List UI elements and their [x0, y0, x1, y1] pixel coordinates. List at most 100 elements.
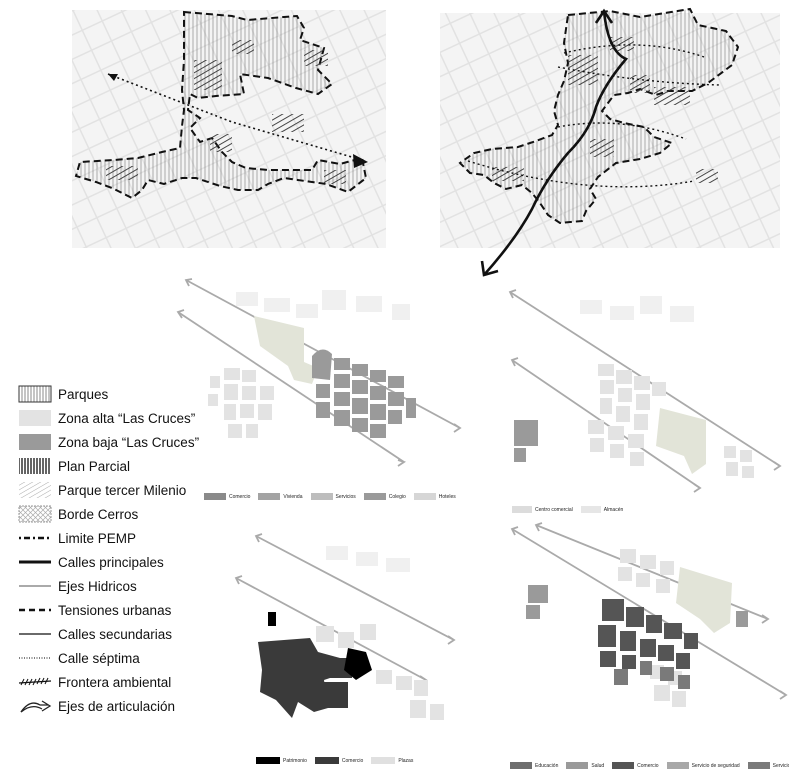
plan-parcial-patch: [590, 139, 614, 157]
plan-parcial-patch: [304, 50, 328, 66]
hydric-axis: [511, 528, 787, 696]
vertical-stripes-box-icon: [18, 385, 52, 403]
legend-label: Plan Parcial: [58, 458, 131, 474]
legend-label: Calle séptima: [58, 650, 140, 666]
legend-label: Plazas: [398, 757, 414, 764]
articulation-axis: [467, 160, 695, 188]
crosshatch-box-icon: [18, 505, 52, 523]
legend-label: Comercio: [637, 762, 659, 769]
heritage-block: [268, 612, 276, 626]
hydric-axis: [255, 535, 455, 641]
hydric-axis: [177, 311, 405, 463]
blocks-dark: [514, 420, 538, 462]
pemp-boundary: [458, 7, 740, 225]
legend-swatch: [256, 757, 280, 764]
main-street-arrowhead: [594, 8, 614, 24]
legend-item: Frontera ambiental: [18, 672, 171, 692]
map-middle-left-legend: Comercio Vivienda Servicios Colegio Hoteles: [204, 493, 464, 500]
legend-label: Hoteles: [438, 493, 456, 500]
legend-item: Parques: [18, 384, 108, 404]
legend-label: Parques: [58, 386, 109, 402]
legend-swatch: [566, 762, 589, 769]
legend-label: Frontera ambiental: [58, 674, 172, 690]
legend-swatch: [512, 506, 532, 513]
blocks-light: [208, 368, 274, 438]
legend-swatch: [510, 762, 532, 769]
legend-label: Centro comercial: [535, 506, 573, 513]
legend-item: Zona baja “Las Cruces”: [18, 432, 199, 452]
plan-parcial-patch: [194, 60, 222, 90]
dotted-dashed-line-icon: [18, 529, 52, 547]
commerce-block: [324, 658, 352, 678]
legend-item: Ejes Hidricos: [18, 576, 137, 596]
legend-label: Comercio: [229, 493, 251, 500]
legend-item: Zona alta “Las Cruces”: [18, 408, 195, 428]
legend-label: Almacén: [603, 506, 624, 513]
legend-item: Calles principales: [18, 552, 164, 572]
plan-parcial-patch: [630, 75, 650, 93]
legend-item: Calles secundarias: [18, 624, 172, 644]
map-top-left: [72, 10, 386, 248]
map-bottom-right-legend: Educación Salud Comercio Servicio de seguri…: [510, 762, 789, 769]
legend-label: Educación: [535, 762, 559, 769]
park-block: [254, 316, 318, 384]
blocks-light: [316, 624, 444, 720]
legend-item: Ejes de articulación: [18, 696, 175, 716]
legend-swatch: [580, 506, 601, 513]
legend-swatch: [258, 493, 281, 500]
legend-swatch: [666, 762, 689, 769]
curved-arrow-icon: [18, 697, 52, 715]
legend-label: Borde Cerros: [58, 506, 139, 522]
legend-label: Zona baja “Las Cruces”: [58, 434, 200, 450]
tension-arrowhead: [108, 74, 118, 81]
map-bottom-left-legend: Patrimonio Comercio Plazas: [256, 757, 421, 764]
legend-swatch: [371, 757, 396, 764]
dark-gray-fill-icon: [18, 433, 52, 451]
legend-label: Vivienda: [283, 493, 303, 500]
legend-swatch: [413, 493, 436, 500]
legend-item: Plan Parcial: [18, 456, 130, 476]
legend-item: Parque tercer Milenio: [18, 480, 186, 500]
legend-label: Servicios: [335, 493, 356, 500]
legend-swatch: [747, 762, 770, 769]
park-block: [676, 567, 732, 633]
light-diagonal-hatch-icon: [18, 481, 52, 499]
map-bottom-right: [510, 522, 788, 707]
main-street-line: [483, 10, 629, 276]
legend-label: Servicio de seguridad: [691, 762, 740, 769]
dense-vertical-hatch-icon: [18, 457, 52, 475]
map-bottom-left: [234, 533, 456, 720]
legend-item: Tensiones urbanas: [18, 600, 171, 620]
legend-item: Calle séptima: [18, 648, 140, 668]
blocks-light: [588, 364, 754, 478]
legend-label: Comercio: [341, 757, 364, 764]
blocks-dark: [598, 599, 698, 669]
legend-label: Ejes de articulación: [58, 698, 176, 714]
plan-parcial-patch: [492, 167, 524, 181]
plan-parcial-patch: [324, 170, 346, 184]
tension-arrowhead: [353, 154, 368, 168]
plan-parcial-patch: [654, 87, 690, 105]
map-middle-left: [176, 278, 462, 467]
legend-label: Limite PEMP: [58, 530, 137, 546]
plan-parcial-patch: [568, 55, 598, 85]
hydric-axis: [511, 359, 701, 489]
dashed-line-icon: [18, 601, 52, 619]
light-gray-fill-icon: [18, 409, 52, 427]
map-middle-right: [508, 289, 782, 493]
hydric-axis: [535, 524, 769, 620]
legend-item: Limite PEMP: [18, 528, 136, 548]
legend-label: Tensiones urbanas: [58, 602, 172, 618]
legend-label: Servicio: [772, 762, 789, 769]
legend-label: Calles principales: [58, 554, 164, 570]
main-street-arrowhead: [480, 260, 499, 277]
legend-swatch: [310, 493, 333, 500]
fine-dotted-line-icon: [18, 649, 52, 667]
legend-swatch: [314, 757, 339, 764]
plan-parcial-patch: [272, 114, 304, 132]
legend-label: Patrimonio: [283, 757, 307, 764]
map-middle-right-legend: Centro comercial Almacén: [512, 506, 631, 513]
blocks-dark: [312, 349, 416, 438]
legend-label: Colegio: [388, 493, 406, 500]
plan-parcial-patch: [106, 166, 138, 180]
